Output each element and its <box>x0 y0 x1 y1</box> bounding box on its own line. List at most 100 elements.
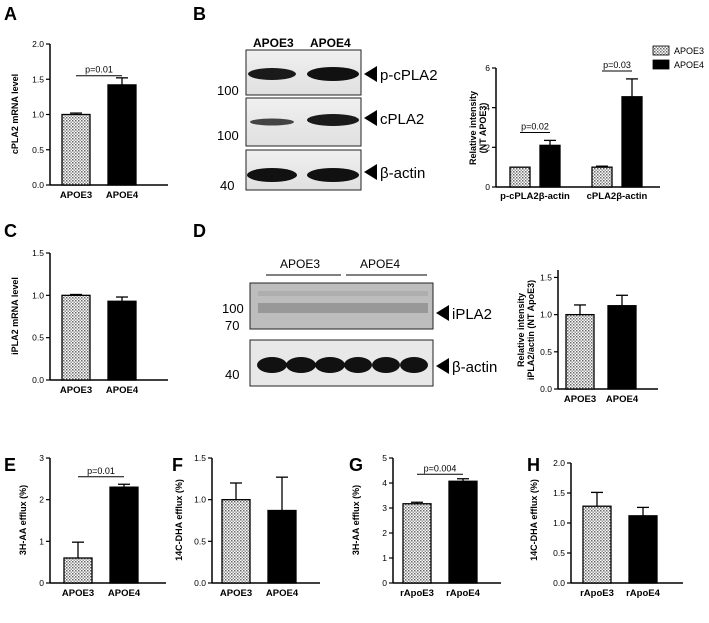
y-axis-label: 3H-AA efflux (%) <box>18 485 28 555</box>
x-category-label: APOE4 <box>606 394 639 405</box>
blot-b-band <box>307 67 359 81</box>
p-value: p=0.01 <box>87 466 115 476</box>
blot-d-label-actin: β-actin <box>452 359 497 376</box>
blot-d-band <box>372 357 400 373</box>
panel-letter-a: A <box>4 4 17 24</box>
panel-letter-d: D <box>193 221 206 241</box>
legend-label-apoe4: APOE4 <box>674 60 704 70</box>
y-tick-label: 0.0 <box>553 578 565 588</box>
y-axis-label: cPLA2 mRNA level <box>10 74 20 154</box>
western-blot-b: APOE3 APOE4 100 100 40 p-cPLA2 cPLA2 β-a… <box>217 36 438 193</box>
x-category-label: rApoE4 <box>626 588 661 599</box>
blot-d-marker: 100 <box>222 301 244 316</box>
bar <box>267 509 297 584</box>
legend-swatch-apoe3 <box>652 45 670 56</box>
bar <box>402 503 432 584</box>
bar <box>565 313 595 390</box>
chart-a: 0.0 0.5 1.0 1.5 2.0 cPLA2 mRNA level APOE3 APOE… <box>10 39 168 201</box>
bar <box>61 113 91 186</box>
y-tick-label: 2 <box>39 495 44 505</box>
y-axis-label: 14C-DHA efflux (%) <box>174 479 184 561</box>
bar <box>107 84 137 186</box>
x-category-label: APOE3 <box>60 385 92 396</box>
x-category-label: APOE3 <box>62 588 94 599</box>
y-tick-label: 5 <box>382 453 387 463</box>
blot-d-band <box>258 291 428 296</box>
blot-d-band <box>258 303 428 313</box>
y-tick-label: 0.5 <box>32 145 44 155</box>
arrowhead-icon <box>364 164 377 180</box>
x-category-label: p-cPLA2β-actin <box>500 191 570 202</box>
y-tick-label: 1.5 <box>553 488 565 498</box>
panel-letter-h: H <box>527 455 540 475</box>
y-tick-label: 0 <box>39 578 44 588</box>
western-blot-d: APOE3 APOE4 100 70 40 iPLA2 β-actin <box>222 257 497 387</box>
x-category-label: APOE4 <box>106 385 139 396</box>
chart-f: 0.0 0.5 1.0 1.5 14C-DHA efflux (%) APOE3 APOE4 <box>174 453 320 599</box>
y-tick-label: 0 <box>382 578 387 588</box>
bar <box>107 300 137 381</box>
blot-b-marker: 100 <box>217 128 239 143</box>
x-category-label: APOE4 <box>106 190 139 201</box>
y-tick-label: 2 <box>382 528 387 538</box>
bar <box>621 96 643 188</box>
blot-b-lane-apoe3: APOE3 <box>253 36 294 50</box>
x-category-label: rApoE4 <box>446 588 481 599</box>
blot-b-band <box>250 118 294 126</box>
y-tick-label: 0.5 <box>194 536 206 546</box>
y-tick-label: 2.0 <box>32 39 44 49</box>
chart-c: 0.0 0.5 1.0 1.5 iPLA2 mRNA level APOE3 APOE4 <box>10 248 168 396</box>
blot-b-band <box>307 168 359 182</box>
y-tick-label: 1.5 <box>32 74 44 84</box>
p-value: p=0.004 <box>424 463 457 473</box>
y-tick-label: 1.0 <box>194 495 206 505</box>
x-category-label: APOE4 <box>266 588 299 599</box>
blot-b-label-cpla2: cPLA2 <box>380 111 424 128</box>
bar <box>448 480 478 584</box>
chart-h: 0.0 0.5 1.0 1.5 2.0 14C-DHA efflux (%) rApoE3 r… <box>529 458 683 599</box>
x-category-label: APOE3 <box>564 394 596 405</box>
blot-b-marker: 40 <box>220 178 234 193</box>
y-tick-label: 1.5 <box>194 453 206 463</box>
bar <box>628 515 658 584</box>
p-value: p=0.01 <box>85 65 113 75</box>
blot-b-marker: 100 <box>217 83 239 98</box>
bar <box>221 499 251 584</box>
legend-label-apoe3: APOE3 <box>674 46 704 56</box>
chart-g: 0 1 2 3 4 5 3H-AA efflux (%) rApoE3 rApoE4 p=0.00… <box>351 453 501 599</box>
panel-letter-g: G <box>349 455 363 475</box>
y-tick-label: 0.5 <box>32 333 44 343</box>
y-tick-label: 1.0 <box>540 310 552 320</box>
bar <box>61 294 91 381</box>
bar <box>582 505 612 584</box>
blot-d-lane-apoe3: APOE3 <box>280 257 320 271</box>
panel-letter-e: E <box>4 455 16 475</box>
bar <box>509 166 531 188</box>
panel-letter-c: C <box>4 221 17 241</box>
panel-letter-b: B <box>193 4 206 24</box>
y-tick-label: 4 <box>382 478 387 488</box>
y-tick-label: 0.5 <box>540 347 552 357</box>
y-tick-label: 4 <box>485 103 490 113</box>
blot-d-band <box>257 357 287 373</box>
chart-b: 0 2 4 6 Relative intensity(NT APOE3) p-cPLA2β… <box>468 60 660 202</box>
blot-b-band <box>248 68 296 80</box>
y-tick-label: 0.0 <box>32 375 44 385</box>
blot-d-band <box>344 357 372 373</box>
bar <box>109 486 139 584</box>
y-axis-label: Relative intensity(NT APOE3) <box>468 91 488 165</box>
bar <box>63 557 93 584</box>
x-category-label: APOE3 <box>220 588 252 599</box>
x-category-label: rApoE3 <box>580 588 614 599</box>
chart-e: 0 1 2 3 3H-AA efflux (%) APOE3 APOE4 p=0.01 <box>18 453 166 599</box>
blot-b-band <box>247 168 297 182</box>
blot-b-label-p-cpla2: p-cPLA2 <box>380 67 438 84</box>
blot-d-band <box>400 357 428 373</box>
blot-d-band <box>286 357 316 373</box>
y-tick-label: 0.0 <box>194 578 206 588</box>
bar <box>591 166 613 188</box>
x-category-label: rApoE3 <box>400 588 434 599</box>
blot-b-lane-apoe4: APOE4 <box>310 36 351 50</box>
